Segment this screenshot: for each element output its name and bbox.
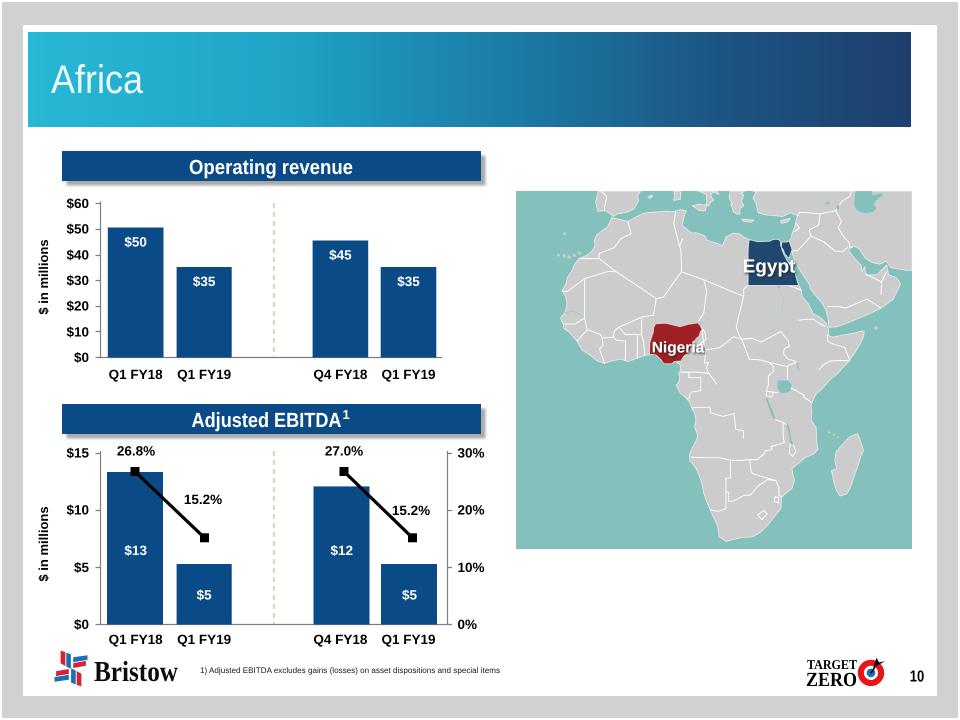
svg-text:ZERO: ZERO	[806, 669, 857, 691]
svg-text:$13: $13	[124, 543, 147, 558]
svg-text:$50: $50	[124, 235, 147, 250]
svg-text:$15: $15	[66, 446, 89, 461]
svg-text:$0: $0	[74, 350, 89, 365]
svg-text:Africa: Africa	[51, 58, 144, 102]
svg-text:1: 1	[343, 407, 350, 422]
svg-text:$ in millions: $ in millions	[36, 239, 51, 314]
svg-text:$60: $60	[66, 196, 89, 211]
svg-text:$5: $5	[402, 588, 418, 603]
svg-text:$10: $10	[66, 503, 89, 518]
svg-text:Q4 FY18: Q4 FY18	[313, 367, 368, 382]
svg-text:$ in millions: $ in millions	[36, 506, 51, 581]
svg-text:Q4 FY18: Q4 FY18	[313, 632, 368, 647]
svg-text:Q1 FY19: Q1 FY19	[381, 632, 435, 647]
svg-text:15.2%: 15.2%	[184, 492, 222, 507]
svg-text:$20: $20	[66, 299, 89, 314]
svg-text:30%: 30%	[458, 446, 485, 461]
svg-text:Egypt: Egypt	[743, 257, 796, 278]
svg-text:$5: $5	[74, 560, 90, 575]
svg-text:27.0%: 27.0%	[325, 444, 363, 459]
svg-text:26.8%: 26.8%	[117, 444, 155, 459]
svg-text:Q1 FY19: Q1 FY19	[381, 367, 435, 382]
svg-text:0%: 0%	[458, 617, 478, 632]
svg-text:Bristow: Bristow	[94, 656, 178, 688]
svg-text:Q1 FY19: Q1 FY19	[177, 632, 231, 647]
svg-text:20%: 20%	[458, 503, 485, 518]
svg-text:$5: $5	[197, 588, 213, 603]
svg-text:10%: 10%	[458, 560, 485, 575]
svg-text:1) Adjusted EBITDA excludes ga: 1) Adjusted EBITDA excludes gains (losse…	[200, 666, 500, 675]
svg-text:Q1 FY18: Q1 FY18	[109, 367, 164, 382]
svg-text:$35: $35	[397, 274, 420, 289]
svg-text:$40: $40	[66, 247, 89, 262]
svg-text:Operating revenue: Operating revenue	[189, 156, 353, 179]
svg-text:$10: $10	[66, 324, 89, 339]
svg-text:$0: $0	[74, 617, 89, 632]
svg-text:Nigeria: Nigeria	[652, 340, 705, 357]
svg-text:TARGET: TARGET	[807, 657, 857, 672]
svg-text:$35: $35	[193, 274, 216, 289]
svg-text:$45: $45	[329, 248, 352, 263]
svg-text:10: 10	[910, 669, 925, 686]
svg-text:Q1 FY18: Q1 FY18	[109, 632, 164, 647]
svg-text:15.2%: 15.2%	[392, 503, 430, 518]
svg-text:Adjusted EBITDA: Adjusted EBITDA	[192, 409, 342, 432]
svg-text:Q1 FY19: Q1 FY19	[177, 367, 231, 382]
svg-text:$12: $12	[331, 543, 354, 558]
svg-text:$50: $50	[66, 222, 89, 237]
svg-text:$30: $30	[66, 273, 89, 288]
